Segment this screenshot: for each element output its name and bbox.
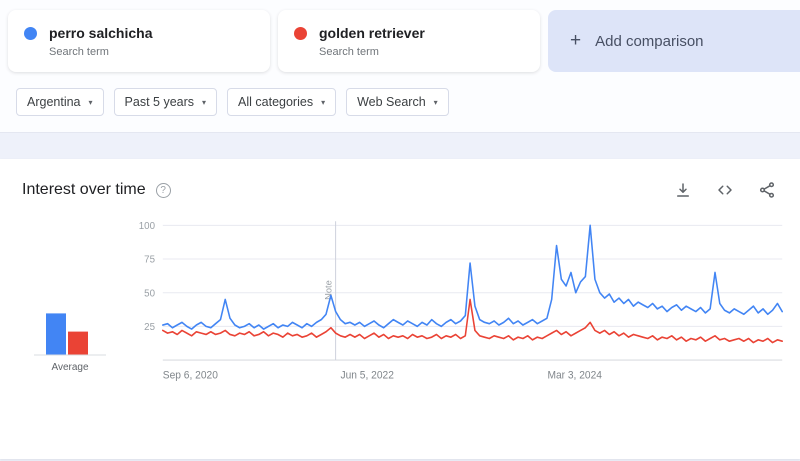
chart-card-header: Interest over time ? (0, 159, 800, 205)
term-title: golden retriever (319, 25, 425, 41)
svg-text:Sep 6, 2020: Sep 6, 2020 (163, 369, 218, 381)
svg-text:Mar 3, 2024: Mar 3, 2024 (547, 369, 602, 381)
chevron-down-icon: ▾ (321, 97, 326, 107)
svg-text:Note: Note (324, 280, 334, 300)
trend-line-chart[interactable]: 25 50 75 100 Note Sep 6, 2020 Jun 5, 2022 Mar 3… (118, 215, 790, 387)
add-comparison-label: Add comparison (595, 32, 704, 50)
svg-text:50: 50 (144, 288, 155, 299)
chart-title-group: Interest over time ? (22, 181, 171, 199)
chevron-down-icon: ▾ (202, 97, 207, 107)
term-subtitle: Search term (49, 46, 109, 58)
chart-body: Average 25 50 75 100 Note Sep 6, 2020 Jun 5, 2… (0, 205, 800, 387)
svg-text:75: 75 (144, 254, 155, 265)
svg-text:100: 100 (139, 221, 156, 232)
interest-over-time-card: Interest over time ? (0, 159, 800, 459)
share-button[interactable] (758, 181, 776, 199)
download-button[interactable] (674, 181, 692, 199)
share-icon (758, 182, 776, 202)
term-card-golden-retriever[interactable]: golden retriever Search term (278, 10, 540, 72)
filter-category-label: All categories (238, 95, 314, 109)
average-label: Average (51, 362, 89, 373)
average-bar-chart (34, 313, 106, 356)
help-icon[interactable]: ? (155, 182, 171, 198)
series-color-dot-blue (24, 27, 37, 40)
filter-geo-label: Argentina (27, 95, 81, 109)
term-text: golden retriever Search term (319, 24, 425, 58)
comparison-section: perro salchicha Search term golden retri… (0, 0, 800, 133)
chart-toolbar (674, 181, 776, 199)
filter-searchtype-label: Web Search (357, 95, 426, 109)
filter-category-dropdown[interactable]: All categories ▾ (227, 88, 337, 116)
average-block: Average (22, 303, 118, 373)
add-comparison-button[interactable]: + Add comparison (548, 10, 800, 72)
embed-button[interactable] (716, 181, 734, 199)
term-title: perro salchicha (49, 25, 153, 41)
plus-icon: + (570, 30, 582, 51)
embed-code-icon (716, 185, 734, 202)
svg-text:Jun 5, 2022: Jun 5, 2022 (341, 369, 395, 381)
filter-bar: Argentina ▾ Past 5 years ▾ All categorie… (8, 88, 800, 116)
download-icon (674, 183, 692, 202)
term-card-perro-salchicha[interactable]: perro salchicha Search term (8, 10, 270, 72)
section-title: Interest over time (22, 181, 146, 198)
series-color-dot-red (294, 27, 307, 40)
chevron-down-icon: ▾ (88, 97, 93, 107)
svg-text:25: 25 (144, 322, 155, 333)
term-text: perro salchicha Search term (49, 24, 153, 58)
filter-searchtype-dropdown[interactable]: Web Search ▾ (346, 88, 449, 116)
filter-time-label: Past 5 years (124, 95, 195, 109)
filter-geo-dropdown[interactable]: Argentina ▾ (16, 88, 104, 116)
filter-time-dropdown[interactable]: Past 5 years ▾ (113, 88, 218, 116)
comparison-card-row: perro salchicha Search term golden retri… (8, 10, 800, 72)
chevron-down-icon: ▾ (433, 97, 438, 107)
term-subtitle: Search term (319, 46, 379, 58)
